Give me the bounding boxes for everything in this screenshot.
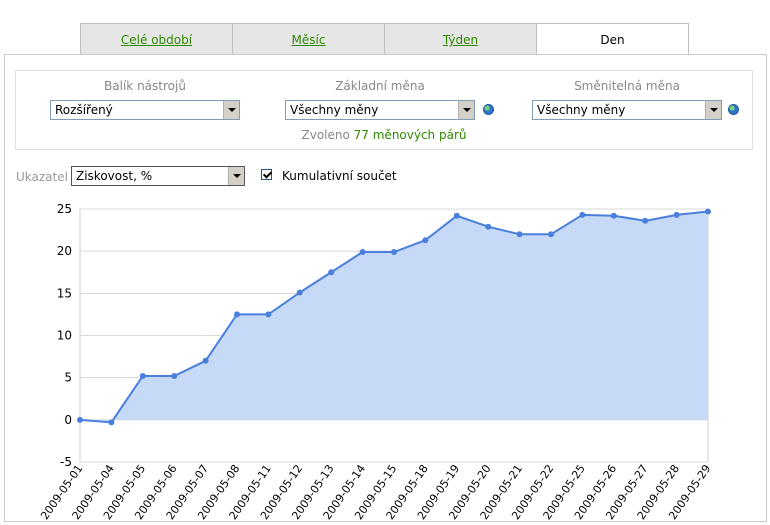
data-point [202,357,209,364]
data-point [516,231,523,238]
data-point [171,372,178,379]
quote-currency-select-value: Všechny měny [537,103,626,117]
indicator-label: Ukazatel [16,170,68,184]
tab-week[interactable]: Týden [384,23,537,54]
chevron-down-icon[interactable] [228,167,244,185]
chevron-down-icon[interactable] [458,101,474,119]
indicator-select[interactable]: Ziskovost, % [71,166,245,186]
cumulative-checkbox[interactable] [261,169,272,180]
toolkit-label: Balík nástrojů [104,79,186,93]
data-point [328,269,335,276]
y-tick-label: 5 [64,371,72,385]
selected-pairs-summary: Zvoleno 77 měnových párů [15,128,753,142]
y-tick-label: 10 [57,329,72,343]
data-point [359,249,366,256]
quote-currency-label: Směnitelná měna [574,79,680,93]
data-point [422,237,429,244]
toolkit-select-value: Rozšířený [55,103,113,117]
data-point [642,217,649,224]
chevron-down-icon[interactable] [705,101,721,119]
period-tabs: Celé období Měsíc Týden Den [80,23,689,56]
data-point [453,212,460,219]
data-point [77,416,83,423]
base-currency-label: Základní měna [335,79,425,93]
data-point [265,311,272,318]
area-fill [80,211,708,423]
selected-pairs-prefix: Zvoleno [301,128,350,142]
y-tick-label: 15 [57,286,72,300]
y-tick-label: 0 [64,413,72,427]
chevron-down-icon[interactable] [223,101,239,119]
y-tick-label: 25 [57,202,72,216]
toolkit-select[interactable]: Rozšířený [50,100,240,120]
data-point [108,419,115,426]
selected-pairs-count[interactable]: 77 měnových párů [353,128,467,142]
data-point [139,372,146,379]
base-currency-select[interactable]: Všechny měny [285,100,475,120]
base-currency-select-value: Všechny měny [290,103,379,117]
data-point [485,223,492,230]
indicator-select-value: Ziskovost, % [76,169,153,183]
y-tick-label: -5 [60,455,72,469]
cumulative-label: Kumulativní součet [282,169,397,183]
data-point [391,249,397,256]
quote-currency-select[interactable]: Všechny měny [532,100,722,120]
y-tick-label: 20 [57,244,72,258]
tab-month[interactable]: Měsíc [232,23,385,54]
globe-icon[interactable] [483,104,494,115]
data-point [548,231,554,238]
tab-day[interactable]: Den [536,23,689,56]
data-point [579,211,586,218]
data-point [296,289,303,296]
tab-all-period[interactable]: Celé období [80,23,233,54]
data-point [234,311,240,318]
globe-icon[interactable] [728,104,739,115]
data-point [673,211,680,218]
data-point [610,212,617,219]
data-point [705,208,711,215]
